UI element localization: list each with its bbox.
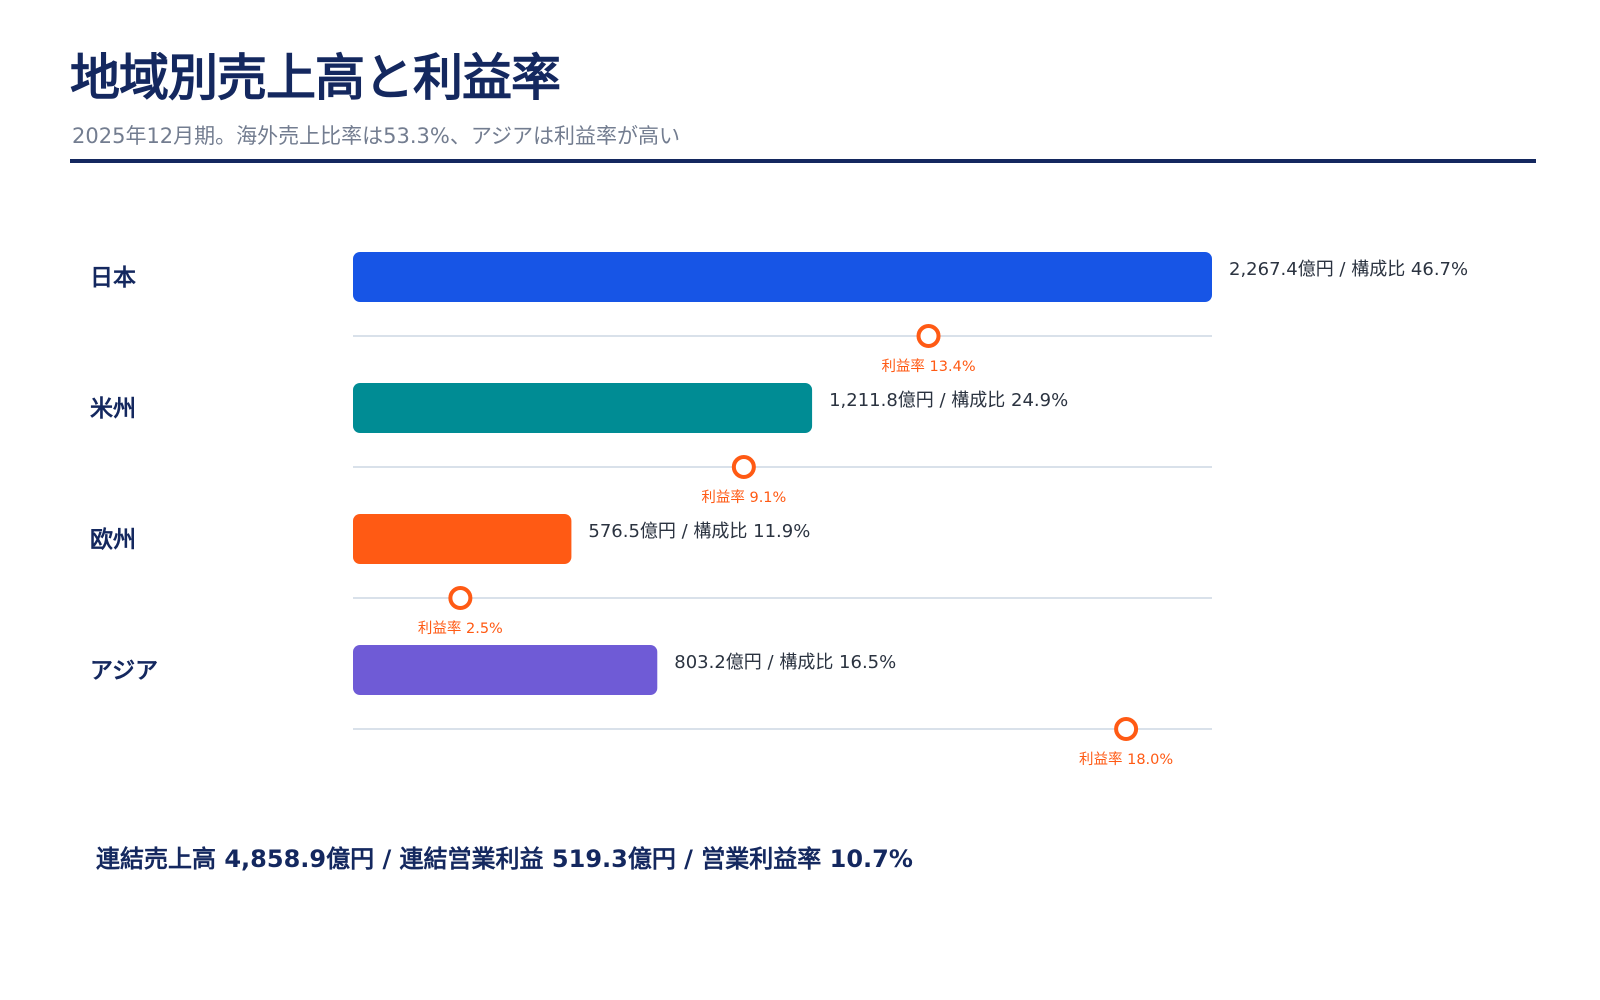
- margin-label: 利益率 13.4%: [881, 358, 975, 375]
- margin-label: 利益率 18.0%: [1079, 751, 1173, 768]
- margin-label: 利益率 2.5%: [418, 620, 503, 637]
- sales-bar: [353, 383, 813, 433]
- chart-title: 地域別売上高と利益率: [70, 49, 561, 107]
- margin-marker: [731, 455, 756, 479]
- sales-value-label: 576.5億円 / 構成比 11.9%: [588, 521, 810, 542]
- sales-value-label: 2,267.4億円 / 構成比 46.7%: [1229, 259, 1468, 280]
- region-label: 日本: [90, 265, 136, 291]
- region-label: アジア: [90, 658, 158, 684]
- margin-marker: [916, 324, 941, 348]
- region-label: 欧州: [90, 527, 136, 553]
- margin-marker: [448, 586, 473, 610]
- sales-bar: [353, 645, 658, 695]
- title-rule: [70, 159, 1536, 163]
- chart-subtitle: 2025年12月期。海外売上比率は53.3%、アジアは利益率が高い: [72, 124, 681, 148]
- sales-bar: [353, 252, 1212, 302]
- sales-bar: [353, 514, 572, 564]
- region-label: 米州: [90, 396, 136, 422]
- sales-value-label: 1,211.8億円 / 構成比 24.9%: [829, 390, 1068, 411]
- margin-marker: [1114, 717, 1139, 741]
- sales-value-label: 803.2億円 / 構成比 16.5%: [674, 652, 896, 673]
- consolidated-summary: 連結売上高 4,858.9億円 / 連結営業利益 519.3億円 / 営業利益率…: [96, 845, 913, 873]
- margin-label: 利益率 9.1%: [701, 489, 786, 506]
